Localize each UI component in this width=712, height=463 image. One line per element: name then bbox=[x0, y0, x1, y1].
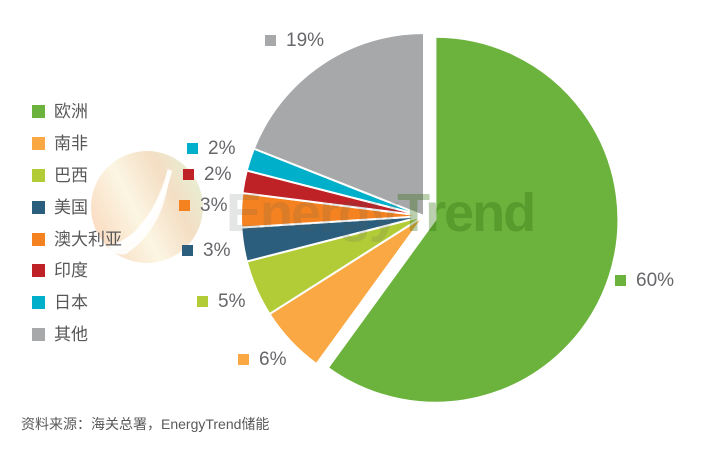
value-label-text: 6% bbox=[259, 348, 287, 370]
value-label-0: 60% bbox=[615, 269, 674, 291]
value-label-text: 3% bbox=[200, 194, 228, 216]
value-label-swatch bbox=[615, 274, 626, 286]
legend-item-2: 巴西 bbox=[32, 160, 122, 192]
value-label-text: 5% bbox=[218, 290, 246, 312]
legend-item-1: 南非 bbox=[32, 128, 122, 160]
value-label-text: 19% bbox=[286, 29, 325, 51]
value-label-swatch bbox=[187, 142, 198, 154]
legend-label: 欧洲 bbox=[54, 102, 88, 122]
value-label-text: 3% bbox=[203, 239, 231, 261]
value-label-4: 3% bbox=[179, 194, 227, 216]
legend-label: 美国 bbox=[54, 197, 88, 217]
legend-item-4: 澳大利亚 bbox=[32, 223, 122, 255]
legend-label: 澳大利亚 bbox=[54, 229, 122, 249]
legend-label: 巴西 bbox=[54, 165, 88, 185]
value-label-3: 3% bbox=[182, 239, 230, 261]
legend-item-3: 美国 bbox=[32, 191, 122, 223]
legend-swatch bbox=[32, 168, 45, 182]
source-note: 资料来源：海关总署，EnergyTrend储能 bbox=[21, 416, 270, 432]
legend-label: 印度 bbox=[54, 261, 88, 281]
value-label-2: 5% bbox=[197, 290, 245, 312]
legend-item-6: 日本 bbox=[32, 287, 122, 319]
value-label-6: 2% bbox=[187, 137, 235, 159]
legend-item-5: 印度 bbox=[32, 255, 122, 287]
value-label-text: 60% bbox=[636, 269, 675, 291]
legend-label: 日本 bbox=[54, 293, 88, 313]
legend-swatch bbox=[32, 264, 45, 278]
value-label-7: 19% bbox=[265, 29, 324, 51]
legend-swatch bbox=[32, 327, 45, 341]
legend-swatch bbox=[32, 296, 45, 310]
value-label-swatch bbox=[197, 295, 208, 307]
value-label-5: 2% bbox=[183, 163, 231, 185]
value-label-swatch bbox=[265, 34, 276, 46]
chart-legend: 欧洲南非巴西美国澳大利亚印度日本其他 bbox=[32, 96, 122, 350]
pie-slice-0 bbox=[326, 35, 620, 404]
value-label-swatch bbox=[182, 244, 193, 256]
value-label-swatch bbox=[238, 353, 249, 365]
value-label-1: 6% bbox=[238, 348, 286, 370]
legend-label: 其他 bbox=[54, 324, 88, 344]
value-label-swatch bbox=[179, 199, 190, 211]
legend-swatch bbox=[32, 232, 45, 246]
legend-swatch bbox=[32, 105, 45, 119]
legend-swatch bbox=[32, 137, 45, 151]
legend-swatch bbox=[32, 200, 45, 214]
value-label-text: 2% bbox=[204, 163, 232, 185]
pie-slice-7 bbox=[252, 32, 425, 217]
legend-label: 南非 bbox=[54, 134, 88, 154]
energytrend-leaf-logo-watermark bbox=[91, 151, 203, 263]
value-label-swatch bbox=[183, 168, 194, 180]
legend-item-7: 其他 bbox=[32, 319, 122, 351]
legend-item-0: 欧洲 bbox=[32, 96, 122, 128]
value-label-text: 2% bbox=[208, 137, 236, 159]
